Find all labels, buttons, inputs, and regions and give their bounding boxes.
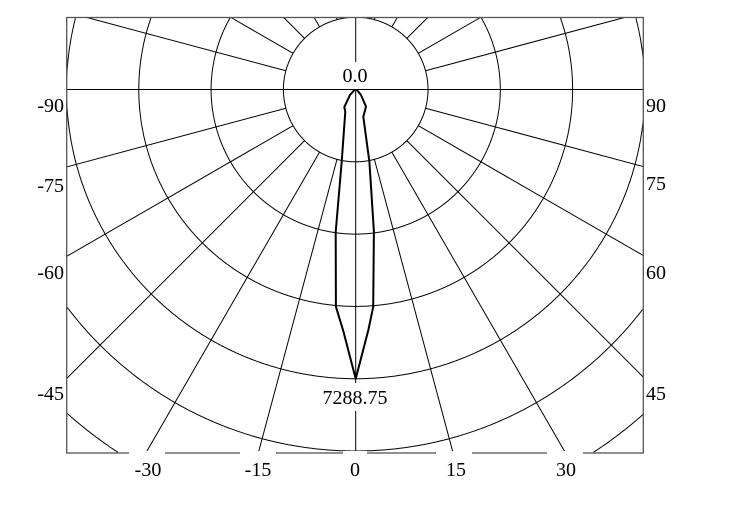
grid-spoke bbox=[425, 107, 644, 168]
bottom-label-bg bbox=[240, 451, 276, 456]
grid-spoke bbox=[406, 140, 644, 378]
right-tick-label: 45 bbox=[646, 383, 666, 405]
left-tick-label: -90 bbox=[37, 95, 64, 117]
max-label-bg bbox=[310, 383, 400, 411]
polar-grid bbox=[66, 17, 644, 454]
left-tick-label: -60 bbox=[37, 262, 64, 284]
center-label-bg bbox=[336, 62, 374, 89]
bottom-label-bg bbox=[129, 451, 165, 456]
grid-spoke bbox=[66, 140, 305, 379]
bottom-tick-label: 0 bbox=[350, 459, 360, 481]
grid-spoke bbox=[391, 17, 398, 28]
bottom-tick-label: -15 bbox=[245, 459, 272, 481]
grid-spoke bbox=[391, 151, 566, 454]
labels: 0.0 7288.75 -90 -75 -60 -45 90 75 60 45 … bbox=[37, 62, 666, 481]
grid-ring bbox=[66, 306, 643, 452]
grid-spoke bbox=[373, 159, 454, 454]
left-tick-label: -75 bbox=[37, 175, 64, 197]
bottom-label-bg bbox=[547, 451, 583, 456]
grid-spoke bbox=[406, 17, 429, 39]
grid-spoke bbox=[418, 17, 481, 54]
intensity-curve-group bbox=[334, 88, 375, 380]
grid-ring bbox=[66, 18, 644, 380]
grid-spoke bbox=[283, 17, 305, 39]
bottom-label-bg bbox=[436, 451, 472, 456]
grid-ring bbox=[66, 412, 644, 453]
left-tick-label: -45 bbox=[37, 383, 64, 405]
grid-spoke bbox=[418, 125, 644, 256]
max-value-label: 7288.75 bbox=[323, 387, 388, 409]
grid-spoke bbox=[66, 125, 294, 257]
bottom-label-bg bbox=[343, 451, 367, 456]
right-tick-label: 75 bbox=[646, 173, 666, 195]
grid-ring bbox=[138, 17, 574, 307]
bottom-tick-label: 15 bbox=[446, 459, 466, 481]
intensity-curve bbox=[334, 88, 375, 380]
grid-spoke bbox=[425, 17, 625, 72]
right-tick-label: 90 bbox=[646, 95, 666, 117]
grid-spoke bbox=[257, 159, 338, 454]
grid-spoke bbox=[230, 17, 294, 54]
grid-spoke bbox=[313, 17, 320, 28]
bottom-tick-label: -30 bbox=[135, 459, 162, 481]
grid-ring bbox=[282, 17, 429, 163]
grid-spoke bbox=[66, 107, 286, 168]
right-tick-label: 60 bbox=[646, 262, 666, 284]
center-label: 0.0 bbox=[343, 65, 368, 87]
grid-spoke bbox=[145, 151, 320, 454]
bottom-tick-label: 30 bbox=[556, 459, 576, 481]
grid-spoke bbox=[86, 17, 286, 72]
